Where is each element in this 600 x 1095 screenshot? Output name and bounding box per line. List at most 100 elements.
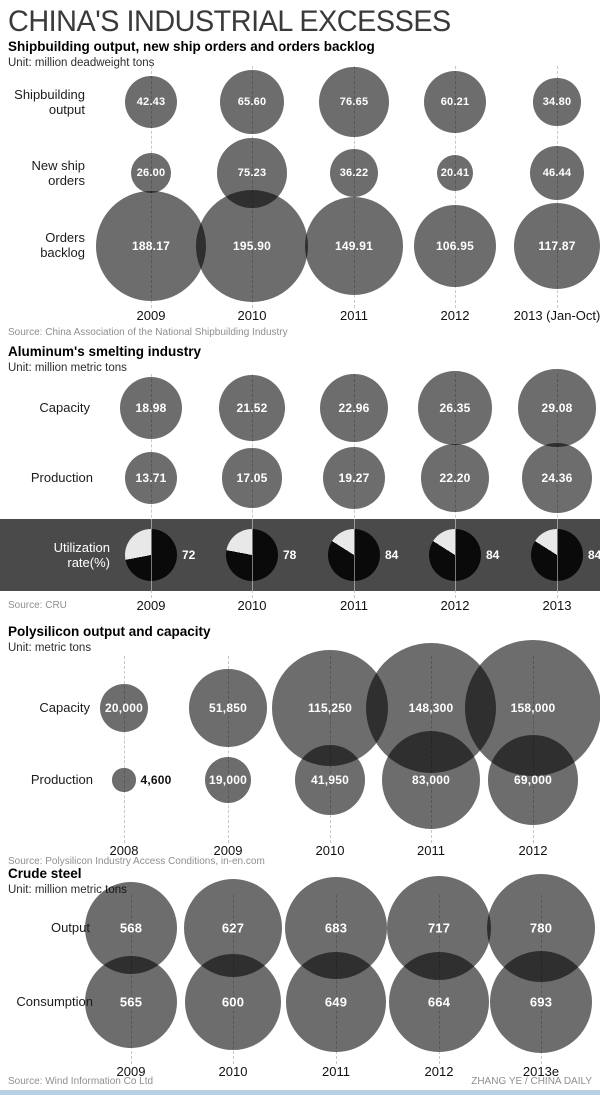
utilization-pie [531,529,583,581]
data-bubble [329,148,379,198]
bubble-value: 24.36 [541,471,573,485]
bubble-value: 4,600 [140,773,172,787]
bubble-value: 158,000 [510,701,556,715]
bubble-value: 600 [221,994,245,1010]
bubble-value: 69,000 [514,773,552,787]
utilization-value: 72 [182,548,196,562]
column-guide-line [124,656,125,843]
section-unit-aluminum: Unit: million metric tons [8,362,127,374]
utilization-pie [429,529,481,581]
band-guide-line [151,519,152,591]
bubble-value: 780 [529,920,553,936]
bubble-value: 717 [427,920,451,936]
section-unit-crude-steel: Unit: million metric tons [8,884,127,896]
section-heading-aluminum: Aluminum's smelting industry [8,344,201,359]
utilization-pie [125,529,177,581]
section-unit-polysilicon: Unit: metric tons [8,642,92,654]
column-guide-line [228,656,229,843]
source-polysilicon: Source: Polysilicon Industry Access Cond… [8,856,265,867]
source-aluminum: Source: CRU [8,600,67,611]
data-bubble [124,451,178,505]
bubble-value: 76.65 [339,96,369,108]
bubble-value: 13.71 [135,471,167,485]
data-bubble [533,78,581,126]
data-bubble [218,374,286,442]
utilization-value: 84 [486,548,500,562]
year-label: 2010 [315,843,345,858]
utilization-band [0,519,600,591]
band-guide-line [455,519,456,591]
bubble-value: 20,000 [105,701,143,715]
row-label-utilization-rate: Utilization rate(%) [53,540,110,570]
credit-line: ZHANG YE / CHINA DAILY [471,1076,592,1087]
data-bubble [423,70,487,134]
data-bubble [518,369,596,447]
year-label: 2008 [109,843,139,858]
bubble-value: 65.60 [237,96,267,108]
year-label: 2013 (Jan-Oct) [513,308,600,323]
bubble-value: 36.22 [339,167,369,179]
band-guide-line [354,519,355,591]
year-label: 2009 [116,1064,146,1079]
data-bubble [421,444,489,512]
year-label: 2009 [136,308,166,323]
bubble-value: 565 [119,994,143,1010]
bubble-value: 75.23 [237,167,267,179]
utilization-value: 84 [385,548,399,562]
section-heading-shipbuilding: Shipbuilding output, new ship orders and… [8,39,375,54]
section-heading-polysilicon: Polysilicon output and capacity [8,624,211,639]
year-label: 2010 [237,308,267,323]
section-heading-crude-steel: Crude steel [8,866,82,881]
band-guide-line [557,519,558,591]
year-label: 2010 [218,1064,248,1079]
year-label: 2011 [417,843,445,858]
bubble-value: 42.43 [136,96,166,108]
year-label: 2009 [213,843,243,858]
bubble-value: 693 [529,994,553,1010]
bubble-value: 649 [324,994,348,1010]
data-bubble [204,756,252,804]
source-crude-steel: Source: Wind Information Co Ltd [8,1076,154,1087]
bubble-value: 60.21 [440,96,470,108]
data-bubble [322,446,386,510]
bubble-value: 195.90 [233,239,271,253]
data-bubble [124,75,178,129]
year-label: 2013e [522,1064,560,1079]
bubble-value: 26.35 [439,401,471,415]
page-title: CHINA'S INDUSTRIAL EXCESSES [8,5,451,38]
bubble-value: 627 [221,920,245,936]
row-label-steel-consumption: Consumption [16,994,93,1009]
bubble-value: 664 [427,994,451,1010]
bubble-value: 21.52 [236,401,268,415]
data-bubble [388,951,490,1053]
row-label-shipbuilding-output: Shipbuilding output [14,87,85,117]
data-bubble [529,145,585,201]
year-label: 2011 [322,1064,350,1079]
band-guide-line [252,519,253,591]
data-bubble [96,191,206,301]
source-shipbuilding: Source: China Association of the Nationa… [8,327,288,338]
bubble-value: 20.41 [440,167,470,179]
bottom-accent-bar [0,1090,600,1095]
bubble-value: 22.20 [439,471,471,485]
bubble-value: 51,850 [209,701,247,715]
row-label-polysilicon-capacity: Capacity [39,700,90,715]
row-label-orders-backlog: Orders backlog [40,230,85,260]
data-bubble [513,202,600,290]
row-label-aluminum-production: Production [30,470,93,485]
bubble-value: 18.98 [135,401,167,415]
year-label: 2012 [518,843,548,858]
utilization-pie [226,529,278,581]
year-label: 2012 [440,598,470,613]
data-bubble [382,731,480,829]
bubble-value: 26.00 [136,167,166,179]
bubble-value: 149.91 [335,239,373,253]
year-label: 2013 [542,598,572,613]
utilization-value: 84 [588,548,600,562]
data-bubble [489,950,593,1054]
data-bubble [222,448,282,508]
bubble-value: 46.44 [542,167,572,179]
row-label-polysilicon-production: Production [30,772,93,787]
data-bubble [219,69,285,135]
year-label: 2010 [237,598,267,613]
